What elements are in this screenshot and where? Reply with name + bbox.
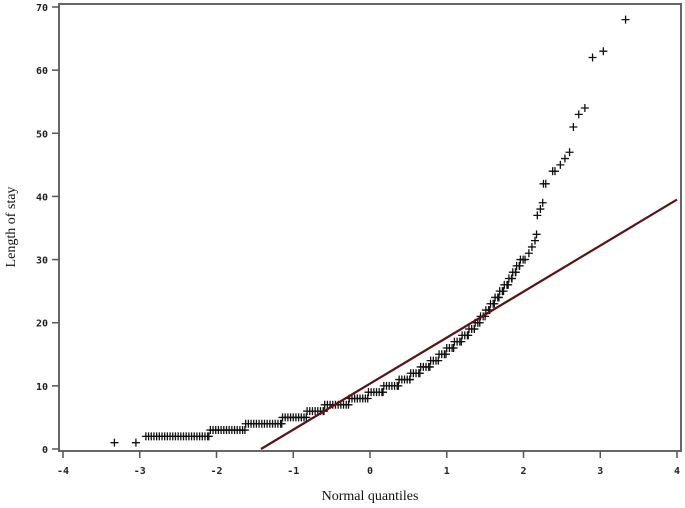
data-point: [541, 179, 550, 188]
data-point: [532, 230, 541, 239]
data-point: [475, 318, 484, 327]
data-point: [621, 15, 630, 24]
reference-line: [260, 198, 678, 450]
x-tick-label: -2: [210, 466, 222, 477]
data-point: [434, 356, 443, 365]
data-point: [550, 167, 559, 176]
data-point: [363, 394, 372, 403]
data-point: [394, 381, 403, 390]
y-tick-label: 70: [36, 3, 48, 14]
data-point: [565, 148, 574, 157]
x-tick-label: -1: [287, 466, 299, 477]
data-point: [511, 268, 520, 277]
data-point: [536, 205, 545, 214]
data-point: [524, 249, 533, 258]
x-tick-label: 1: [444, 466, 450, 477]
x-tick-label: 3: [597, 466, 603, 477]
data-point: [521, 255, 530, 264]
data-point: [527, 242, 536, 251]
y-axis-title: Length of stay: [4, 187, 19, 268]
x-axis: -4 -3 -2 -1 0 1 2 3 4: [57, 451, 680, 477]
data-point: [574, 110, 583, 119]
y-tick-label: 60: [36, 66, 48, 77]
data-point: [441, 350, 450, 359]
y-tick-label: 10: [36, 382, 48, 393]
y-tick-label: 0: [42, 445, 48, 456]
data-point: [569, 122, 578, 131]
y-tick-label: 50: [36, 129, 48, 140]
data-point: [277, 419, 286, 428]
data-point: [599, 47, 608, 56]
data-point: [204, 432, 213, 441]
data-point: [110, 438, 119, 447]
data-point: [515, 261, 524, 270]
y-tick-label: 30: [36, 256, 48, 267]
x-axis-title: Normal quantiles: [322, 489, 419, 504]
x-tick-label: 0: [367, 466, 373, 477]
data-point: [494, 293, 503, 302]
data-point: [457, 337, 466, 346]
data-point: [560, 154, 569, 163]
x-tick-label: 4: [674, 466, 680, 477]
data-point: [490, 299, 499, 308]
data-point: [464, 331, 473, 340]
data-point: [470, 325, 479, 334]
data-point: [580, 104, 589, 113]
data-point: [425, 362, 434, 371]
data-point: [556, 160, 565, 169]
data-point: [533, 211, 542, 220]
data-point: [302, 413, 311, 422]
data-points: [110, 15, 630, 447]
data-point: [240, 426, 249, 435]
x-tick-label: 2: [520, 466, 526, 477]
x-tick-label: -3: [134, 466, 146, 477]
data-point: [379, 388, 388, 397]
data-point: [538, 198, 547, 207]
data-point: [344, 400, 353, 409]
data-point: [131, 438, 140, 447]
x-tick-label: -4: [57, 466, 69, 477]
data-point: [499, 287, 508, 296]
y-tick-label: 40: [36, 192, 48, 203]
data-point: [405, 375, 414, 384]
y-axis: 0 10 20 30 40 50 60 70: [36, 3, 59, 456]
y-tick-label: 20: [36, 319, 48, 330]
data-point: [588, 53, 597, 62]
data-point: [449, 343, 458, 352]
data-point: [415, 369, 424, 378]
data-point: [531, 236, 540, 245]
data-point: [507, 274, 516, 283]
data-point: [504, 280, 513, 289]
